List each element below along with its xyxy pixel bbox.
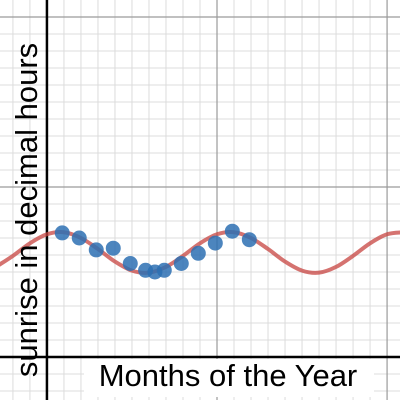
data-point <box>156 262 172 278</box>
data-point <box>207 235 223 251</box>
y-axis-label: sunrise in decimal hours <box>9 43 44 377</box>
labels: Months of the Year sunrise in decimal ho… <box>9 43 374 397</box>
x-axis-label: Months of the Year <box>99 358 358 393</box>
data-point <box>71 230 87 246</box>
data-point <box>54 225 70 241</box>
data-point <box>88 242 104 258</box>
label-background <box>84 359 374 397</box>
plot-area <box>0 223 400 280</box>
data-point <box>190 245 206 261</box>
data-point <box>122 255 138 271</box>
data-point <box>173 255 189 271</box>
data-point <box>224 223 240 239</box>
data-point <box>105 240 121 256</box>
data-point <box>241 232 257 248</box>
